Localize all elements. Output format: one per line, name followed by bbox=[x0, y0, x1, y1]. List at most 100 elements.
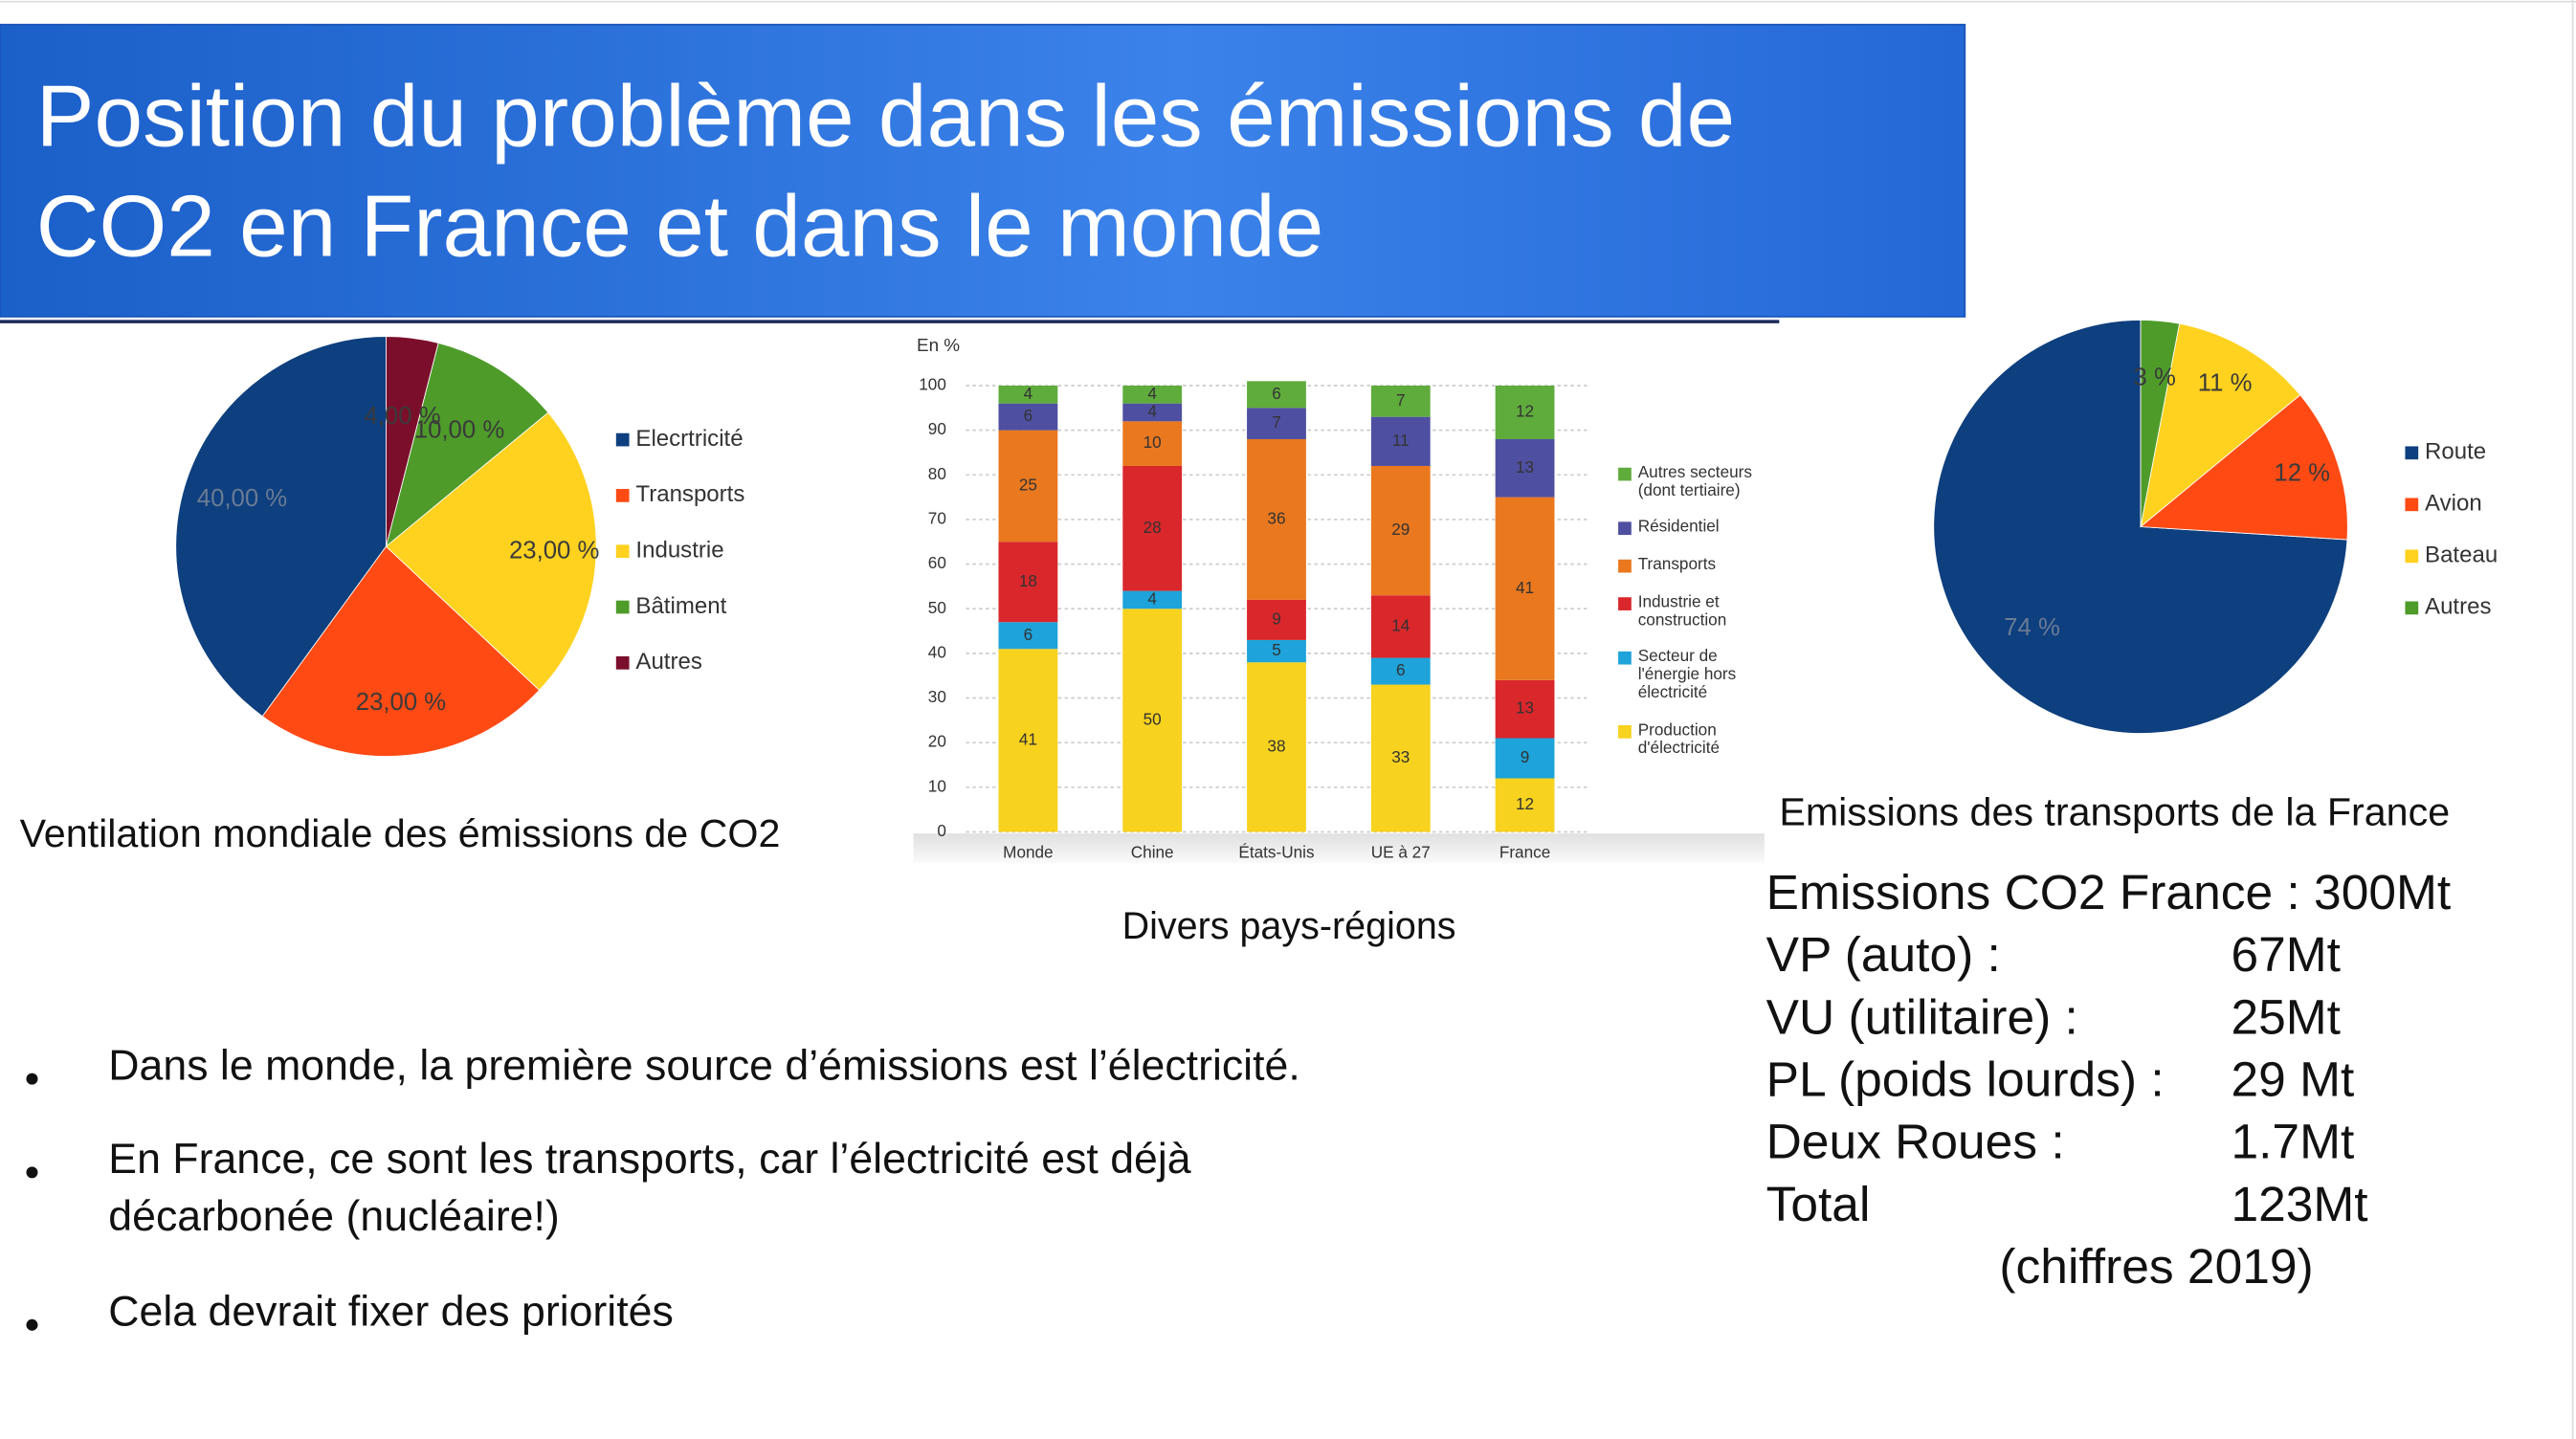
y-tick-label: 60 bbox=[928, 553, 946, 572]
title-bar bbox=[0, 23, 1966, 318]
stats-label: VP (auto) : bbox=[1765, 928, 2001, 984]
legend-swatch bbox=[2405, 498, 2419, 512]
y-axis-label: En % bbox=[917, 335, 960, 355]
bar-value-label: 33 bbox=[1391, 747, 1410, 766]
bar-value-label: 7 bbox=[1396, 390, 1406, 410]
bar-value-label: 12 bbox=[1516, 794, 1534, 813]
bar-segment bbox=[1370, 386, 1431, 417]
bullet-dot bbox=[26, 1166, 38, 1179]
legend-swatch bbox=[1618, 467, 1632, 481]
pie-label: 23,00 % bbox=[509, 537, 599, 564]
legend-swatch bbox=[615, 544, 630, 559]
bar-segment bbox=[1122, 609, 1183, 832]
bar-segment bbox=[1495, 738, 1555, 779]
bar-value-label: 9 bbox=[1272, 609, 1281, 628]
chart-caption: Emissions des transports de la France bbox=[1779, 790, 2451, 835]
bar-value-label: 9 bbox=[1521, 747, 1530, 766]
y-tick-label: 50 bbox=[928, 598, 946, 617]
bar-segment bbox=[1495, 386, 1555, 439]
bar-value-label: 25 bbox=[1019, 476, 1037, 495]
legend-swatch bbox=[1618, 597, 1632, 610]
stats-value: 67Mt bbox=[2231, 928, 2341, 984]
legend-swatch bbox=[2405, 601, 2419, 615]
legend-swatch bbox=[615, 432, 630, 447]
legend-label: Production d'électricité bbox=[1637, 721, 1721, 759]
x-tick-label: Chine bbox=[1131, 842, 1174, 861]
bar-segment bbox=[1247, 381, 1306, 409]
legend-label: Autres secteurs (dont tertiaire) bbox=[1637, 464, 1752, 501]
pie-label: 3 % bbox=[2134, 364, 2176, 390]
bar-value-label: 5 bbox=[1272, 640, 1281, 659]
bar-value-label: 50 bbox=[1144, 709, 1162, 728]
y-tick-label: 10 bbox=[928, 776, 946, 795]
stats-headline: Emissions CO2 France : 300Mt bbox=[1765, 866, 2452, 921]
bar-segment bbox=[1370, 684, 1431, 832]
bar-value-label: 7 bbox=[1272, 412, 1281, 432]
legend-swatch bbox=[615, 489, 630, 502]
bar-value-label: 12 bbox=[1516, 402, 1534, 421]
bar-segment bbox=[998, 403, 1058, 431]
bar-segment bbox=[1122, 386, 1183, 404]
stats-note: (chiffres 2019) bbox=[1999, 1240, 2314, 1295]
bullet-dot bbox=[26, 1073, 38, 1085]
bar-segment bbox=[998, 430, 1058, 542]
bar-value-label: 41 bbox=[1516, 578, 1534, 597]
bar-segment bbox=[1247, 599, 1306, 640]
bar-segment bbox=[1122, 403, 1183, 422]
pie-label: 4,00 % bbox=[364, 403, 440, 430]
chart-caption: Divers pays-régions bbox=[1121, 903, 1456, 947]
pie-label: 12 % bbox=[2274, 460, 2330, 487]
y-tick-label: 90 bbox=[928, 419, 946, 438]
chart-floor bbox=[913, 833, 1765, 864]
pie-slice bbox=[385, 411, 597, 691]
legend-label: Transports bbox=[1637, 556, 1717, 575]
pie-slice bbox=[2140, 319, 2181, 527]
pie-slice bbox=[386, 336, 439, 547]
bar-value-label: 6 bbox=[1024, 406, 1033, 425]
legend-label: Industrie et construction bbox=[1637, 593, 1727, 631]
bar-segment bbox=[998, 386, 1058, 404]
legend-label: Avion bbox=[2425, 491, 2482, 517]
legend-label: Industrie bbox=[635, 538, 723, 564]
bullet-text: Dans le monde, la première source d’émis… bbox=[108, 1040, 1300, 1090]
legend-swatch bbox=[2405, 446, 2419, 460]
bar-value-label: 4 bbox=[1024, 384, 1033, 403]
bar-segment bbox=[1247, 639, 1306, 663]
legend-swatch bbox=[615, 600, 630, 614]
stats-value: 1.7Mt bbox=[2231, 1116, 2355, 1170]
y-tick-label: 70 bbox=[928, 508, 946, 527]
pie-slice bbox=[175, 336, 387, 718]
pie-label: 11 % bbox=[2198, 370, 2253, 397]
bar-segment bbox=[1495, 679, 1555, 739]
legend-swatch bbox=[1618, 559, 1632, 573]
bar-value-label: 6 bbox=[1272, 384, 1281, 403]
stats-value: 123Mt bbox=[2231, 1178, 2368, 1232]
bar-value-label: 10 bbox=[1144, 432, 1162, 452]
bar-segment bbox=[998, 649, 1058, 832]
bar-segment bbox=[1495, 778, 1555, 832]
pie-slice bbox=[261, 545, 541, 757]
legend-label: Bâtiment bbox=[635, 593, 726, 619]
y-tick-label: 30 bbox=[928, 687, 946, 706]
stats-value: 25Mt bbox=[2231, 990, 2341, 1046]
bar-value-label: 29 bbox=[1391, 520, 1410, 539]
bar-value-label: 41 bbox=[1019, 729, 1037, 748]
bar-segment bbox=[1495, 497, 1555, 680]
stats-label: VU (utilitaire) : bbox=[1765, 990, 2078, 1046]
bar-value-label: 28 bbox=[1144, 518, 1162, 537]
pie-label: 23,00 % bbox=[356, 689, 446, 716]
bar-segment bbox=[1122, 421, 1183, 466]
bar-value-label: 4 bbox=[1147, 402, 1157, 421]
legend-label: Résidentiel bbox=[1637, 518, 1720, 537]
bullet-text: Cela devrait fixer des priorités bbox=[108, 1286, 674, 1336]
bar-segment bbox=[998, 622, 1058, 650]
bar-segment bbox=[1247, 408, 1306, 439]
x-tick-label: Monde bbox=[1003, 842, 1053, 861]
legend-swatch bbox=[1618, 521, 1632, 536]
legend-label: Bateau bbox=[2425, 542, 2498, 568]
y-tick-label: 80 bbox=[928, 464, 946, 483]
x-tick-label: UE à 27 bbox=[1371, 842, 1431, 861]
bar-value-label: 38 bbox=[1267, 736, 1285, 755]
